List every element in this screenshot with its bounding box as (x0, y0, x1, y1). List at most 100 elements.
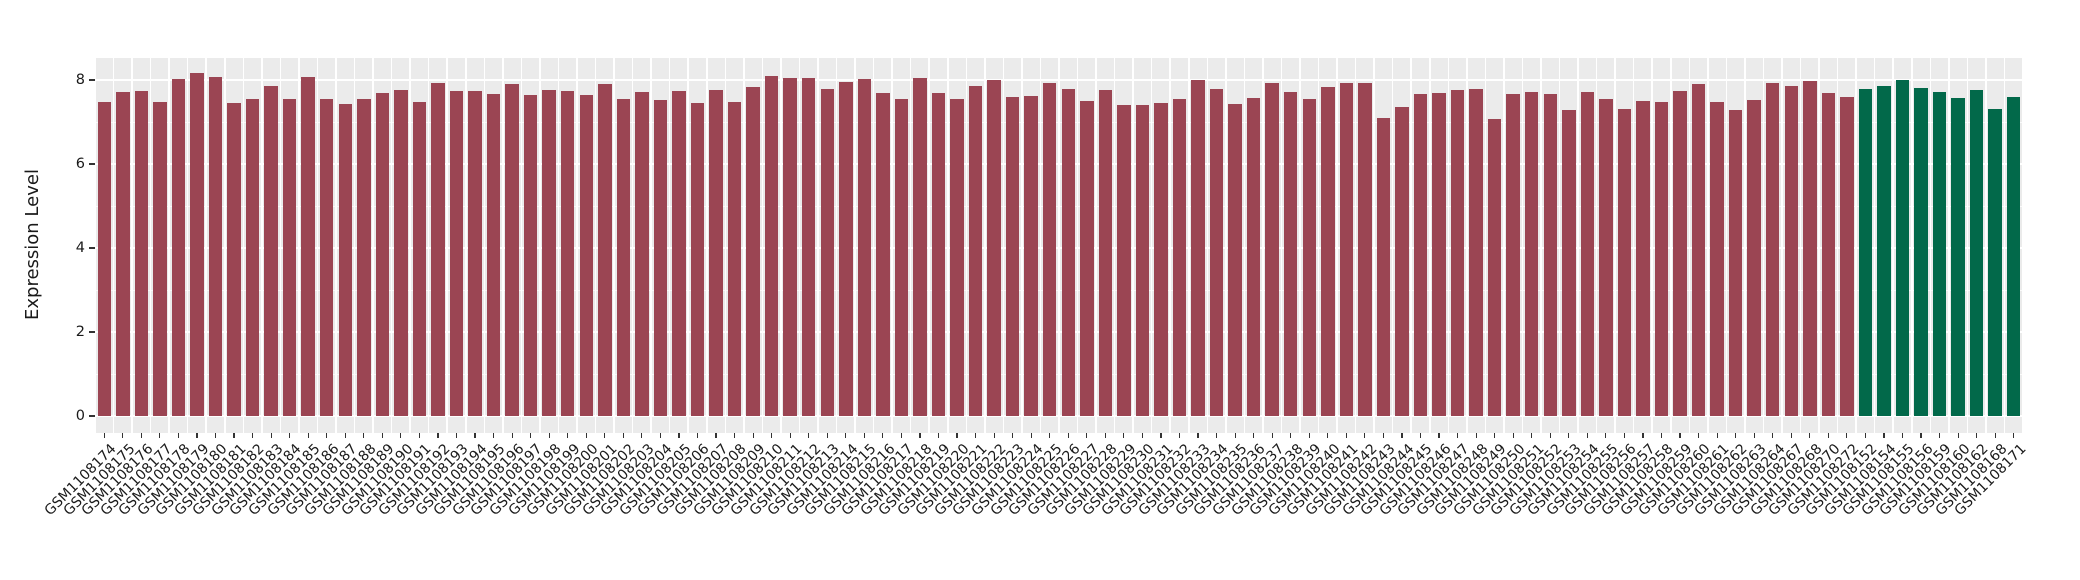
bar (1654, 102, 1669, 416)
x-gridline (1243, 58, 1246, 433)
x-tick (1901, 433, 1904, 438)
x-gridline (594, 58, 597, 433)
y-gridline-major (95, 163, 2023, 165)
x-tick (159, 433, 161, 438)
bar (1395, 107, 1409, 416)
x-tick (659, 433, 661, 438)
bar (1543, 94, 1558, 416)
bar (801, 78, 816, 416)
x-gridline (1262, 58, 1264, 433)
x-gridline (557, 58, 560, 433)
x-tick (1994, 433, 1996, 438)
x-gridline (631, 58, 634, 433)
x-tick (511, 433, 513, 438)
x-gridline (95, 58, 96, 433)
x-tick (1494, 433, 1496, 438)
bar (468, 91, 482, 416)
x-gridline (1892, 58, 1894, 433)
x-gridline (2003, 58, 2006, 433)
x-gridline (1836, 58, 1839, 433)
y-gridline-minor (95, 373, 2023, 375)
x-tick (1605, 433, 1607, 438)
x-gridline (576, 58, 578, 433)
x-tick (1364, 433, 1366, 438)
bar (1376, 117, 1391, 416)
x-gridline (613, 58, 615, 433)
x-tick (585, 433, 587, 438)
bar (1803, 80, 1817, 416)
bar (1265, 83, 1279, 416)
x-tick (1401, 433, 1403, 438)
bar (357, 98, 371, 416)
x-gridline (1206, 58, 1209, 433)
x-gridline (706, 58, 708, 433)
x-tick (826, 433, 828, 438)
x-gridline (1595, 58, 1598, 433)
x-tick (1753, 433, 1755, 438)
x-tick (1253, 433, 1255, 438)
bar (1580, 92, 1595, 416)
x-tick (1735, 433, 1737, 438)
x-tick (1308, 433, 1310, 438)
x-tick (1586, 433, 1588, 438)
x-gridline (891, 58, 893, 433)
x-gridline (1021, 58, 1023, 433)
x-gridline (242, 58, 245, 433)
x-tick (1549, 433, 1551, 438)
x-gridline (1929, 58, 1932, 433)
x-tick (363, 433, 365, 438)
x-gridline (316, 58, 319, 433)
x-gridline (1558, 58, 1561, 433)
x-tick (233, 433, 235, 438)
bar (116, 91, 130, 416)
x-gridline (1150, 58, 1153, 433)
x-tick (177, 433, 179, 438)
bar (1784, 85, 1799, 416)
x-tick (289, 433, 291, 438)
bar (894, 98, 909, 416)
x-gridline (1466, 58, 1468, 433)
x-gridline (1113, 58, 1116, 433)
bar (1821, 92, 1836, 416)
bar (1283, 91, 1298, 416)
bar (1914, 88, 1928, 416)
x-tick (1660, 433, 1663, 438)
bar (264, 85, 278, 416)
bar (1487, 119, 1502, 416)
bar (1858, 89, 1873, 416)
bar (1895, 80, 1910, 416)
x-gridline (947, 58, 949, 433)
x-gridline (780, 58, 782, 433)
bar (950, 98, 964, 416)
bar (486, 94, 501, 416)
x-gridline (1299, 58, 1301, 433)
x-tick (752, 433, 754, 438)
y-gridline-minor (95, 121, 2023, 123)
x-tick (604, 433, 606, 438)
bar (1524, 92, 1539, 416)
x-gridline (1614, 58, 1616, 433)
x-gridline (1188, 58, 1190, 433)
x-tick (1456, 433, 1459, 438)
x-gridline (798, 58, 801, 433)
x-tick (1271, 433, 1273, 438)
x-gridline (205, 58, 207, 433)
y-tick (89, 163, 95, 165)
x-tick (1067, 433, 1069, 438)
x-tick (937, 433, 940, 438)
x-tick (1938, 433, 1941, 438)
bar (1413, 94, 1428, 416)
x-tick (789, 433, 791, 438)
x-tick (1531, 433, 1533, 438)
x-tick (400, 433, 402, 438)
x-gridline (465, 58, 467, 433)
x-gridline (261, 58, 263, 433)
bar (579, 95, 594, 416)
x-tick (1697, 433, 1700, 438)
x-gridline (1725, 58, 1728, 433)
x-gridline (1651, 58, 1653, 433)
bar (1432, 92, 1446, 416)
bar (913, 78, 927, 416)
x-tick (1419, 433, 1422, 438)
bar (319, 98, 334, 416)
